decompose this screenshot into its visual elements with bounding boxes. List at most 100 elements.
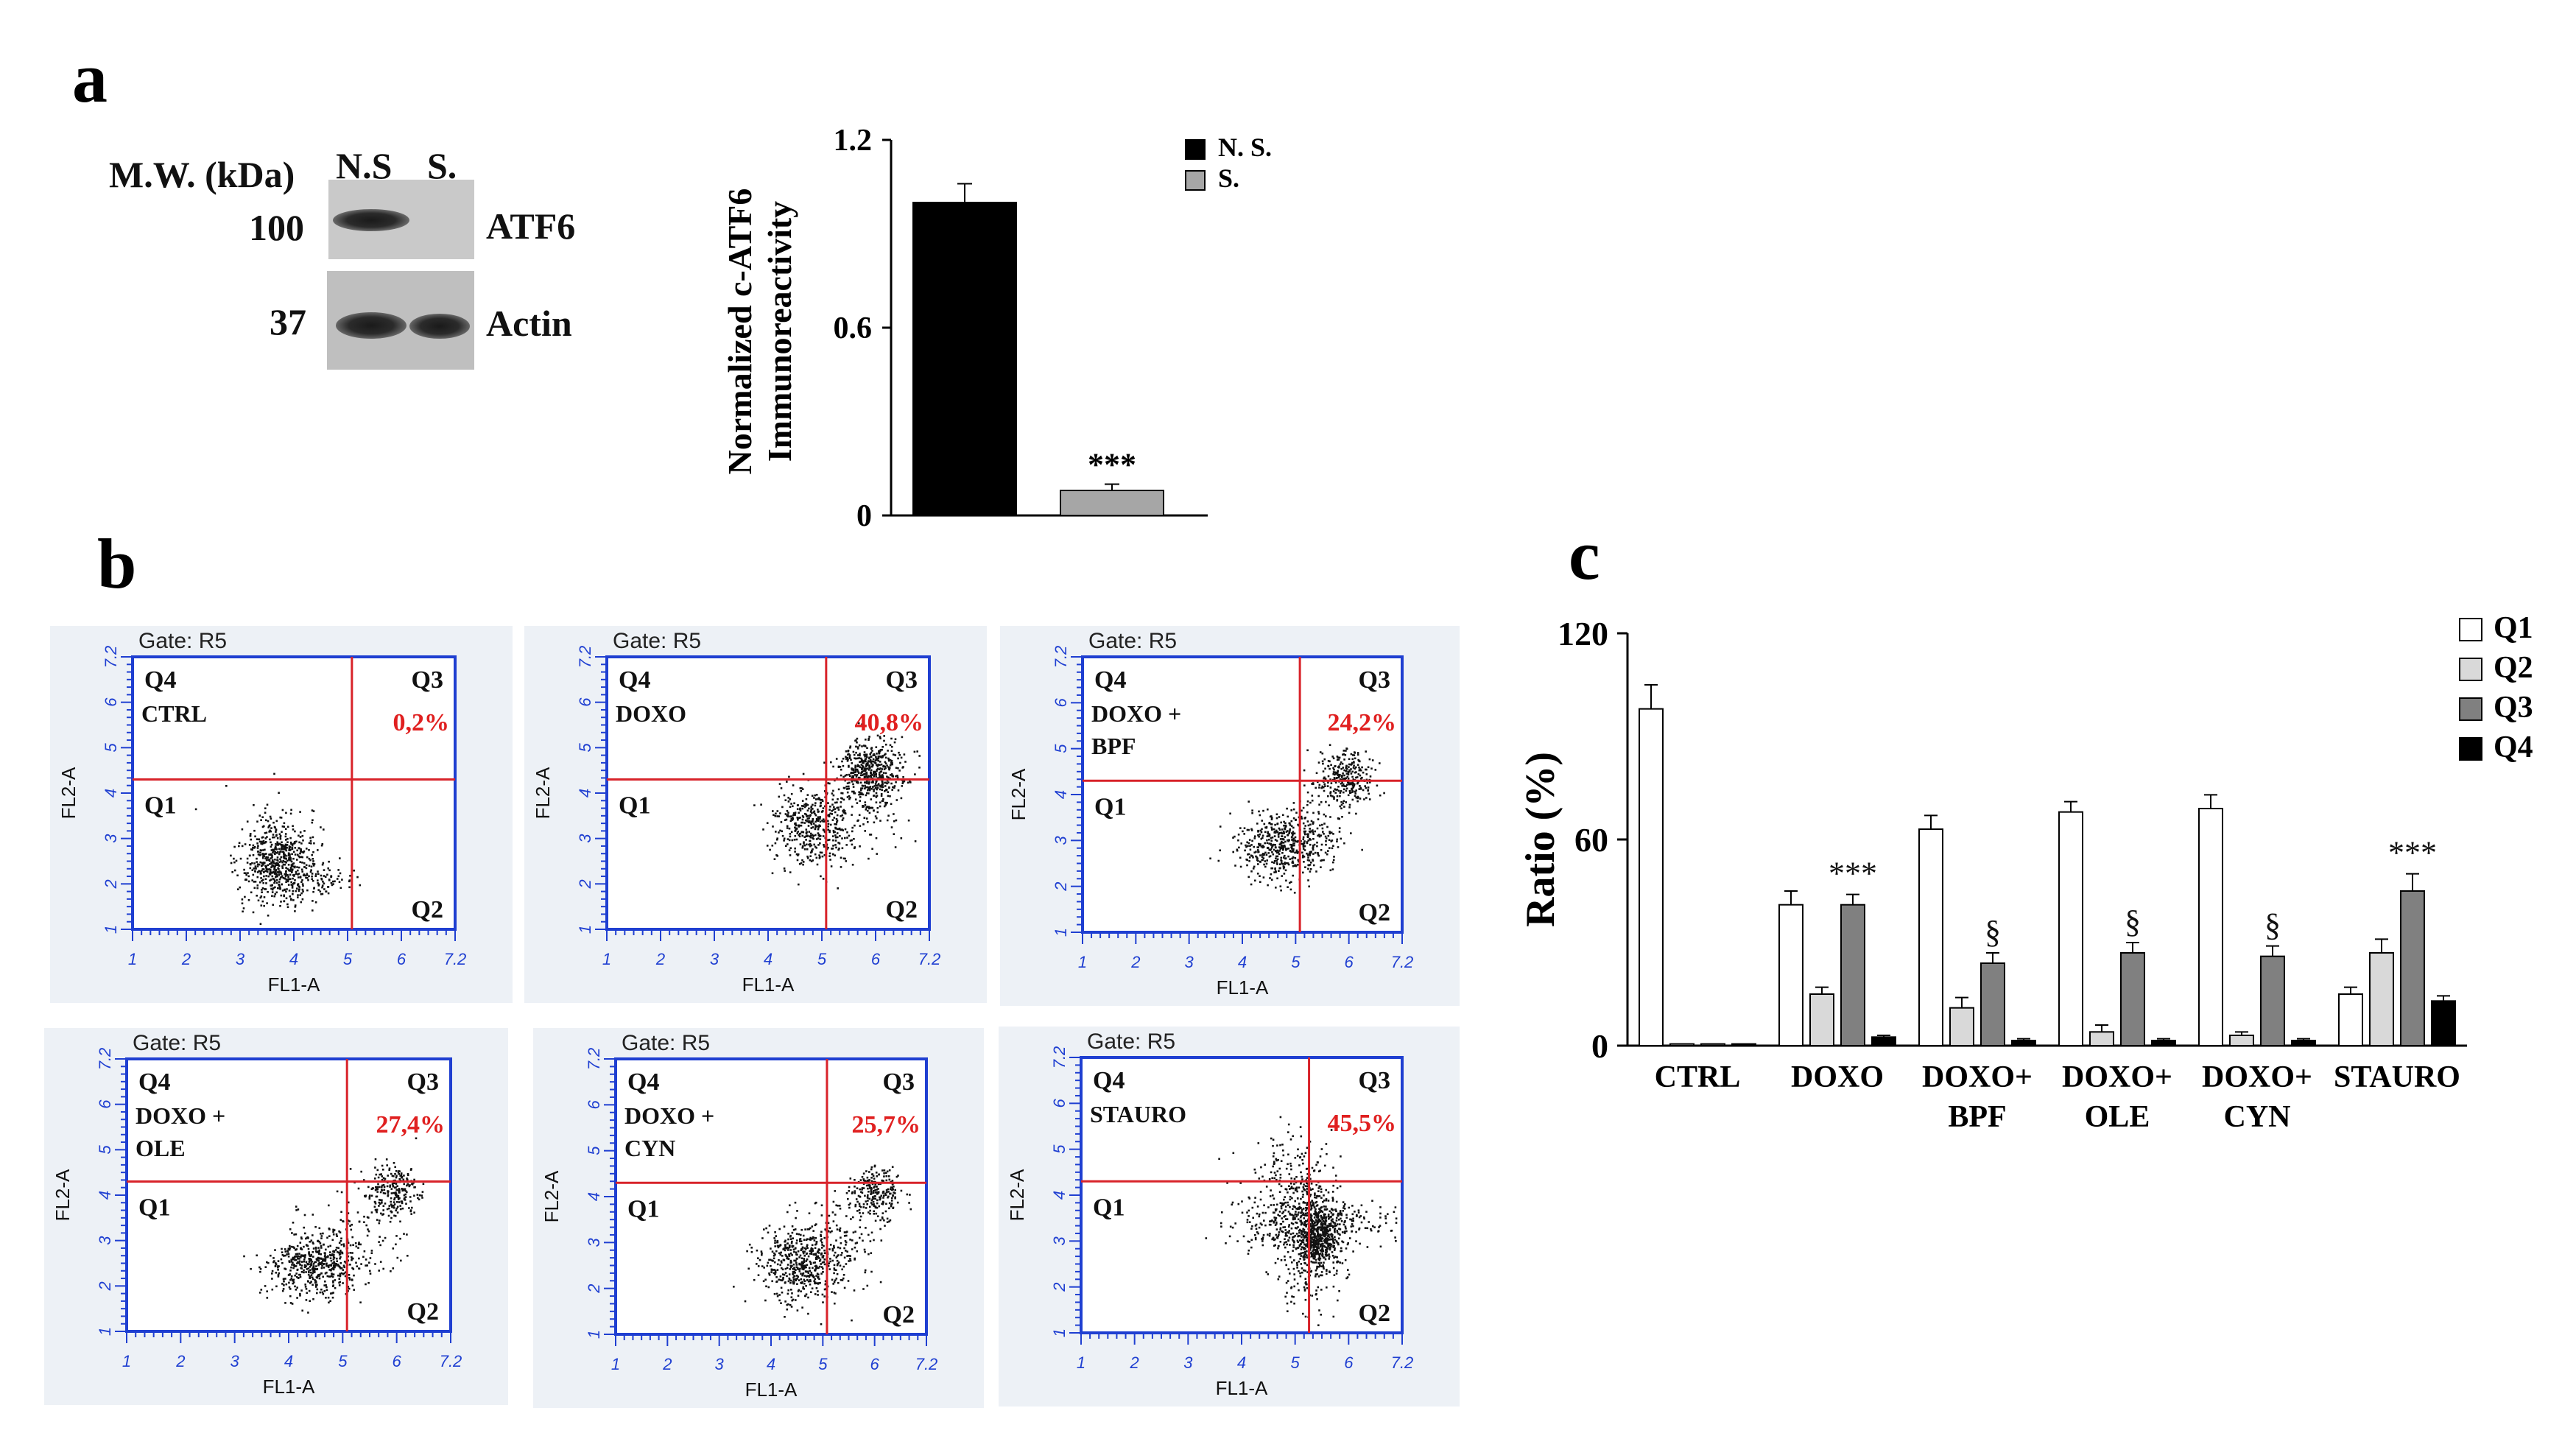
scatter-point xyxy=(340,1191,343,1194)
scatter-point xyxy=(798,834,800,837)
scatter-point xyxy=(1324,778,1327,780)
scatter-point xyxy=(278,833,281,836)
scatter-point xyxy=(803,1250,806,1253)
scatter-point xyxy=(292,828,295,831)
scatter-point xyxy=(381,1239,384,1242)
scatter-point xyxy=(750,1250,753,1253)
scatter-point xyxy=(1317,761,1320,764)
scatter-point xyxy=(330,881,333,884)
scatter-point xyxy=(275,834,278,837)
scatter-point xyxy=(322,880,324,883)
scatter-point xyxy=(261,870,263,872)
scatter-point xyxy=(836,814,839,817)
scatter-point xyxy=(1346,784,1348,786)
scatter-point xyxy=(367,1186,370,1189)
scatter-point xyxy=(787,1258,790,1261)
scatter-point xyxy=(782,1276,784,1279)
scatter-point xyxy=(1281,828,1284,831)
scatter-point xyxy=(777,1246,780,1249)
scatter-point xyxy=(842,817,845,820)
scatter-point xyxy=(395,1175,398,1177)
scatter-point xyxy=(1295,865,1298,867)
scatter-point xyxy=(820,1253,823,1256)
scatter-point xyxy=(369,1270,371,1272)
scatter-point xyxy=(876,758,878,761)
scatter-point xyxy=(378,1241,380,1243)
scatter-point xyxy=(806,809,809,811)
scatter-point xyxy=(1352,783,1355,785)
scatter-point xyxy=(808,1267,811,1270)
scatter-point xyxy=(1284,824,1287,827)
scatter-point xyxy=(1266,839,1268,842)
scatter-point xyxy=(881,1200,884,1203)
scatter-point xyxy=(837,842,840,844)
scatter-point xyxy=(1309,867,1312,870)
scatter-point xyxy=(822,820,825,823)
scatter-point xyxy=(1356,781,1359,784)
scatter-point xyxy=(309,1277,311,1279)
scatter-point xyxy=(307,1270,310,1272)
scatter-point xyxy=(326,1236,328,1239)
scatter-point xyxy=(859,757,862,760)
scatter-point xyxy=(1330,840,1332,842)
scatter-point xyxy=(1273,828,1275,831)
scatter-point xyxy=(250,891,253,894)
scatter-point xyxy=(1356,776,1359,778)
scatter-point xyxy=(312,1270,314,1272)
scatter-point xyxy=(1290,846,1292,848)
scatter-point xyxy=(863,817,866,819)
scatter-point xyxy=(848,756,851,758)
scatter-point xyxy=(841,814,844,817)
scatter-point xyxy=(855,745,857,748)
scatter-point xyxy=(880,775,883,778)
scatter-point xyxy=(351,1284,354,1286)
scatter-point xyxy=(270,849,273,851)
scatter-point xyxy=(876,765,879,767)
scatter-point xyxy=(1329,760,1331,763)
scatter-point xyxy=(1353,784,1356,787)
scatter-point xyxy=(287,1247,290,1250)
scatter-point xyxy=(886,775,888,778)
scatter-point xyxy=(320,1235,323,1237)
scatter-point xyxy=(811,1287,814,1289)
scatter-point xyxy=(829,823,832,826)
scatter-point xyxy=(358,1257,360,1260)
scatter-point xyxy=(1258,842,1260,845)
scatter-point xyxy=(320,1262,323,1265)
scatter-point xyxy=(814,802,817,804)
scatter-point xyxy=(843,1286,846,1289)
scatter-point xyxy=(836,801,838,803)
scatter-point xyxy=(256,842,258,845)
scatter-point xyxy=(331,1253,334,1256)
scatter-point xyxy=(820,1238,823,1240)
scatter-point xyxy=(1250,829,1253,831)
scatter-point xyxy=(396,1256,399,1259)
scatter-point xyxy=(872,754,875,756)
scatter-point xyxy=(848,1260,850,1262)
scatter-point xyxy=(376,1169,379,1172)
scatter-point xyxy=(878,768,881,771)
scatter-point xyxy=(1365,786,1368,789)
scatter-point xyxy=(1317,834,1320,836)
scatter-point xyxy=(1292,808,1295,811)
scatter-point xyxy=(356,1265,359,1267)
scatter-point xyxy=(884,785,887,787)
scatter-point xyxy=(276,851,279,853)
scatter-point xyxy=(312,836,314,839)
scatter-point xyxy=(1337,770,1339,773)
scatter-point xyxy=(791,1231,794,1234)
scatter-point xyxy=(836,806,838,809)
scatter-point xyxy=(798,1256,800,1258)
scatter-point xyxy=(312,909,314,912)
treatment-label: OLE xyxy=(136,1135,186,1161)
scatter-point xyxy=(776,1269,779,1271)
scatter-point xyxy=(393,1206,395,1209)
scatter-point xyxy=(281,861,284,864)
scatter-point xyxy=(789,1264,792,1267)
scatter-point xyxy=(322,862,325,865)
scatter-point xyxy=(800,1243,803,1245)
scatter-point xyxy=(1296,852,1299,854)
scatter-point xyxy=(1291,848,1293,850)
scatter-point xyxy=(266,1297,269,1299)
scatter-point xyxy=(866,1179,869,1182)
